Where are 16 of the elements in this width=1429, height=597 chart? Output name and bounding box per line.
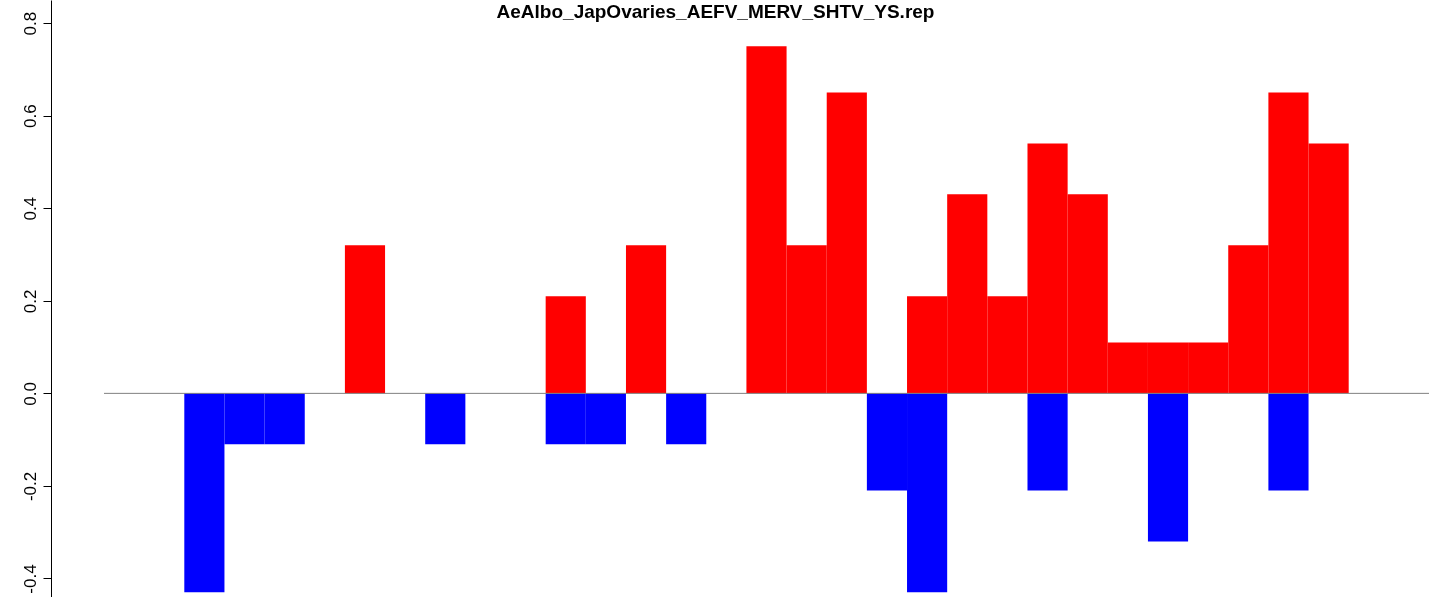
bar	[344, 245, 386, 394]
y-tick-label: 0.8	[20, 11, 40, 36]
y-tick-label: 0.6	[20, 104, 40, 129]
y-tick-label: 0.4	[20, 196, 40, 221]
bar	[1147, 393, 1189, 542]
bar	[1268, 393, 1309, 491]
y-tick-label: -0.2	[20, 471, 40, 502]
y-tick-label: 0.0	[20, 382, 40, 406]
y-tick-label: 0.2	[20, 289, 40, 314]
bar	[1027, 393, 1068, 491]
bar	[545, 296, 586, 394]
y-tick-label: -0.4	[20, 564, 40, 594]
bar	[425, 393, 466, 445]
bar	[666, 393, 707, 445]
chart-title: AeAlbo_JapOvaries_AEFV_MERV_SHTV_YS.rep	[496, 1, 935, 22]
bar	[625, 245, 667, 394]
